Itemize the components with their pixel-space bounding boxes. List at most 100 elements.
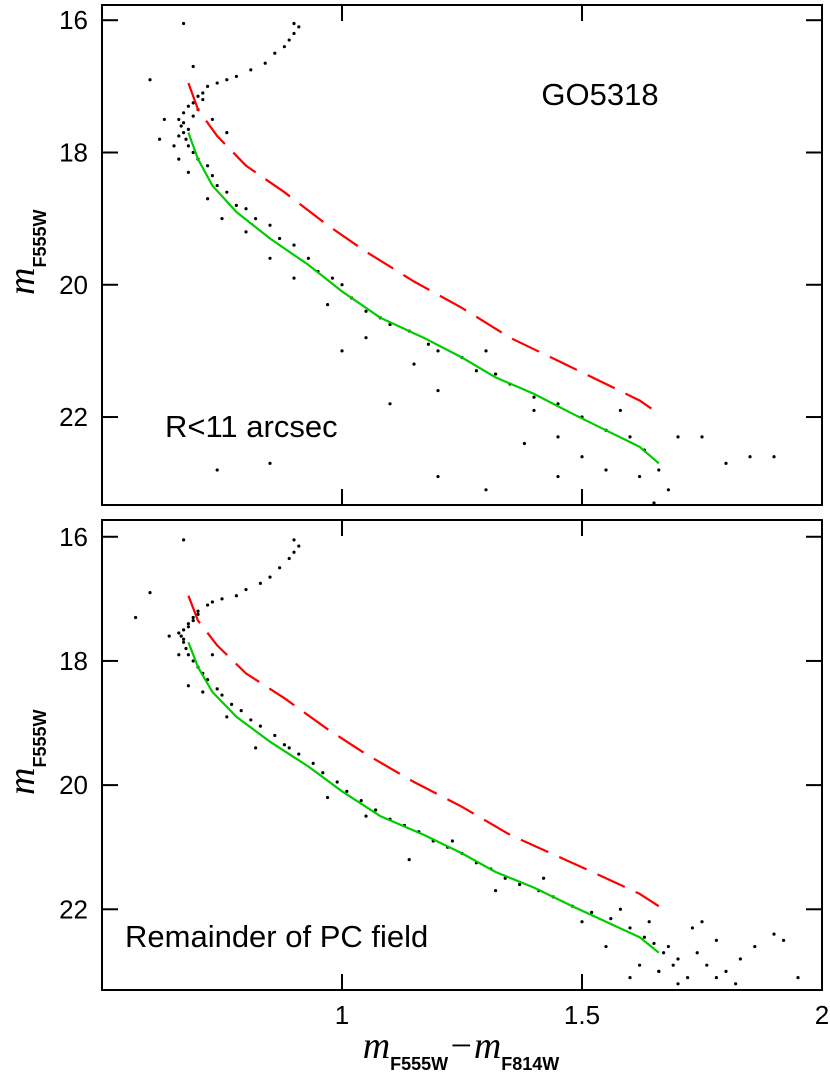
x-tick-label: 1 — [335, 1000, 349, 1030]
data-point — [191, 114, 195, 118]
data-point — [177, 631, 181, 635]
data-point — [556, 474, 560, 479]
data-point — [249, 718, 253, 722]
data-point — [292, 21, 296, 26]
data-point — [522, 441, 527, 446]
data-point — [705, 963, 709, 967]
data-point — [532, 408, 536, 413]
data-point — [230, 702, 234, 706]
data-point — [215, 81, 219, 85]
data-point — [282, 743, 286, 747]
data-point — [556, 435, 560, 439]
data-point — [215, 183, 219, 188]
data-point — [364, 309, 368, 313]
data-point — [258, 581, 262, 585]
data-point — [215, 687, 219, 691]
y-axis-label-sub: F555W — [30, 210, 50, 268]
data-point — [609, 916, 613, 921]
data-point — [220, 597, 224, 601]
data-point — [796, 975, 800, 980]
data-point — [210, 653, 214, 657]
data-point — [191, 64, 195, 69]
data-point — [210, 174, 214, 178]
data-point — [225, 190, 229, 194]
data-point — [191, 150, 195, 155]
data-point — [258, 724, 262, 728]
data-point — [292, 538, 296, 542]
y-tick-label: 18 — [59, 137, 88, 167]
data-point — [206, 164, 210, 168]
data-point — [186, 622, 190, 626]
fiducial-line — [187, 641, 660, 954]
data-point — [503, 876, 507, 880]
data-point — [234, 594, 238, 598]
data-point — [494, 372, 498, 376]
data-point — [196, 609, 200, 613]
y-axis-label-main: m — [1, 268, 43, 295]
data-point — [374, 808, 378, 812]
data-point — [292, 276, 296, 280]
data-point — [412, 362, 416, 366]
data-point — [225, 715, 229, 719]
data-point — [268, 461, 272, 465]
data-point — [278, 566, 282, 570]
data-point — [184, 137, 188, 141]
data-point — [494, 889, 498, 893]
data-point — [340, 349, 344, 353]
data-point — [182, 21, 186, 26]
data-point — [676, 435, 680, 439]
data-point — [340, 283, 344, 287]
data-point — [695, 951, 699, 955]
y-tick-label: 22 — [59, 894, 88, 924]
y-tick-label: 18 — [59, 646, 88, 676]
data-point — [652, 501, 656, 505]
data-point — [234, 74, 238, 79]
data-point — [273, 733, 277, 738]
data-point — [364, 814, 368, 818]
data-point — [666, 488, 671, 492]
data-point — [201, 690, 205, 694]
data-point — [225, 131, 229, 135]
data-point — [177, 157, 181, 161]
data-point — [278, 236, 282, 241]
data-point — [335, 780, 339, 784]
data-point — [167, 634, 171, 638]
data-point — [532, 395, 536, 399]
y-axis-label: mF555W — [1, 710, 50, 795]
data-point — [162, 117, 166, 122]
data-point — [700, 435, 704, 439]
data-point — [753, 944, 757, 949]
data-point — [364, 336, 368, 340]
x-tick-label: 2 — [815, 1000, 829, 1030]
data-point — [590, 910, 594, 914]
panel-frame — [101, 4, 823, 506]
data-point — [182, 131, 186, 135]
y-tick-label: 20 — [59, 770, 88, 800]
data-point — [450, 839, 454, 843]
x-axis-label: mF555W−mF814W — [363, 1025, 560, 1074]
data-point — [268, 223, 272, 227]
data-point — [191, 659, 195, 663]
data-point — [652, 941, 656, 946]
data-point — [177, 653, 181, 657]
data-point — [345, 789, 349, 793]
data-point — [215, 468, 219, 472]
data-point — [772, 455, 776, 459]
data-point — [628, 435, 632, 439]
data-point — [306, 256, 310, 260]
data-point — [186, 170, 190, 174]
data-point — [666, 944, 671, 949]
data-point — [321, 771, 325, 775]
data-point — [210, 117, 214, 122]
data-point — [186, 625, 190, 629]
ridge-line-dashed — [187, 595, 660, 908]
data-point — [662, 951, 666, 955]
data-point — [177, 134, 181, 138]
data-point — [426, 342, 430, 346]
data-point — [690, 926, 695, 930]
annotation: Remainder of PC field — [125, 919, 428, 954]
annotation: R<11 arcsec — [165, 409, 338, 444]
data-point — [177, 117, 181, 122]
data-point — [201, 91, 205, 95]
data-point — [686, 975, 690, 980]
